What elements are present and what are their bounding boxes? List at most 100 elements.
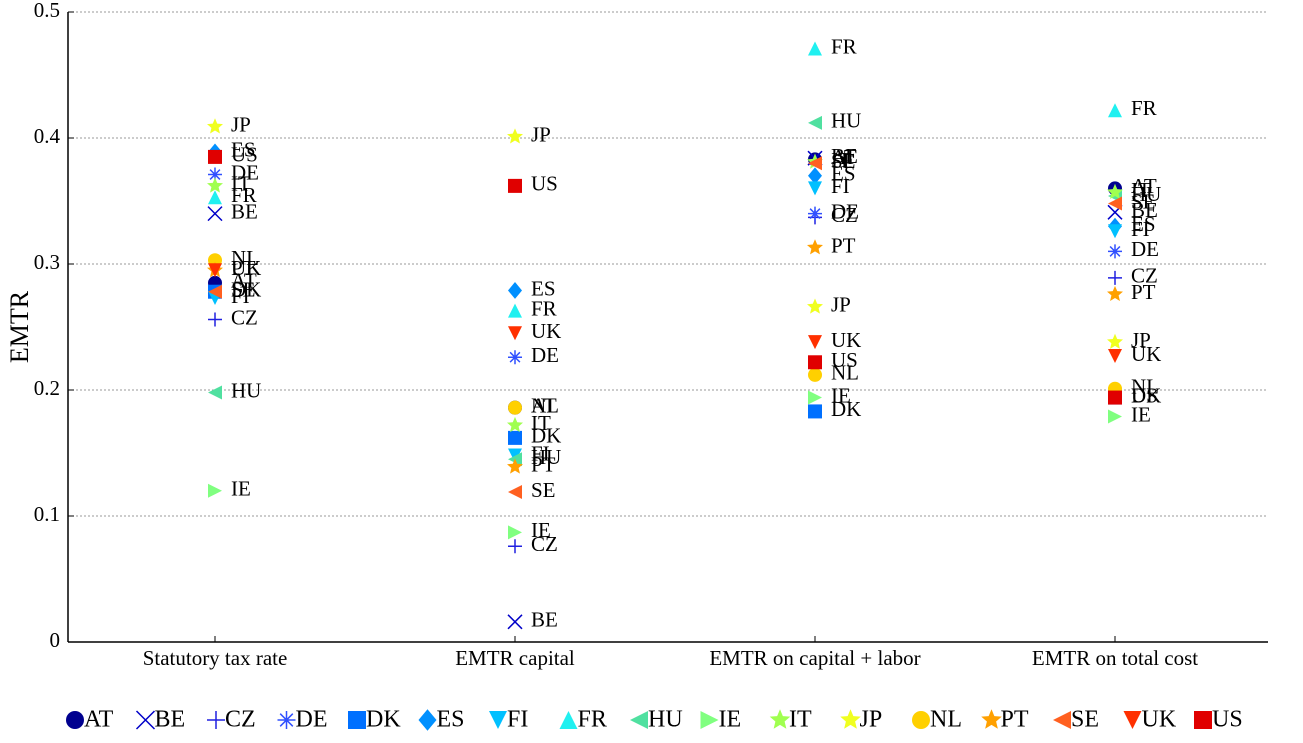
legend-label: NL <box>930 707 962 733</box>
point-label: FR <box>831 34 857 58</box>
point-label: US <box>1131 383 1158 407</box>
point-label: AT <box>531 393 557 417</box>
marker <box>508 326 522 341</box>
marker <box>1108 196 1122 211</box>
point-label: FI <box>531 441 550 465</box>
point-label: ES <box>1131 212 1156 236</box>
marker <box>277 711 296 729</box>
marker <box>348 711 366 729</box>
marker <box>1107 333 1123 349</box>
marker <box>1053 711 1071 729</box>
point-label: HU <box>1131 182 1161 206</box>
marker <box>208 385 222 400</box>
point-label: HU <box>531 445 561 469</box>
point-label: SE <box>231 278 256 302</box>
point-label: CZ <box>531 532 558 556</box>
marker <box>507 128 523 144</box>
marker <box>208 190 222 205</box>
point-label: BE <box>1131 198 1158 222</box>
point-label: IE <box>231 477 251 501</box>
point-label: UK <box>231 256 261 280</box>
marker <box>508 350 522 365</box>
point-label: SE <box>1131 189 1156 213</box>
marker <box>1108 348 1122 363</box>
marker <box>808 367 822 382</box>
marker <box>207 711 225 729</box>
marker <box>808 404 822 419</box>
marker <box>981 709 1002 729</box>
marker <box>507 416 523 433</box>
marker <box>208 263 222 278</box>
marker <box>1107 183 1123 199</box>
marker <box>508 485 522 500</box>
point-label: HU <box>831 109 861 133</box>
legend-label: AT <box>84 707 114 733</box>
marker <box>630 711 648 729</box>
y-tick-label: 0 <box>50 628 61 652</box>
point-label: CZ <box>831 203 858 227</box>
marker <box>508 178 522 193</box>
y-tick-label: 0.2 <box>34 376 60 400</box>
x-tick-label: Statutory tax rate <box>143 646 288 670</box>
point-label: US <box>831 348 858 372</box>
marker <box>1107 285 1123 302</box>
point-label: FI <box>1131 217 1150 241</box>
marker <box>1108 390 1122 405</box>
legend-label: FI <box>507 707 528 733</box>
marker <box>559 711 578 729</box>
point-label: BE <box>831 144 858 168</box>
y-tick-label: 0.5 <box>34 0 60 22</box>
marker <box>840 709 861 729</box>
marker <box>135 710 156 730</box>
legend-label: UK <box>1142 707 1177 733</box>
x-tick-label: EMTR capital <box>455 646 575 670</box>
marker <box>508 400 522 415</box>
point-label: JP <box>531 123 551 147</box>
point-label: NL <box>531 393 559 417</box>
marker <box>1123 711 1142 729</box>
point-label: NL <box>831 361 859 385</box>
point-label: IT <box>231 172 251 196</box>
point-label: SE <box>831 149 856 173</box>
point-label: AT <box>231 269 257 293</box>
point-label: NL <box>1131 375 1159 399</box>
point-label: US <box>231 143 258 167</box>
point-label: DK <box>1131 383 1161 407</box>
marker <box>207 206 223 222</box>
marker <box>807 239 823 255</box>
point-label: JP <box>231 112 251 136</box>
point-label: IT <box>1131 178 1151 202</box>
marker <box>808 167 822 185</box>
point-label: ES <box>831 162 856 186</box>
marker <box>66 711 84 729</box>
marker <box>1108 409 1122 424</box>
legend-label: IE <box>719 707 742 733</box>
legend-label: CZ <box>225 707 256 733</box>
point-label: PT <box>231 256 256 280</box>
point-label: DE <box>831 199 859 223</box>
marker <box>1108 270 1122 285</box>
y-axis-title: EMTR <box>5 290 34 363</box>
point-label: FR <box>531 296 557 320</box>
marker <box>508 525 522 540</box>
point-label: FR <box>231 183 257 207</box>
marker <box>208 483 222 498</box>
marker <box>207 177 223 193</box>
point-label: AT <box>1131 174 1157 198</box>
marker <box>507 614 523 630</box>
point-label: UK <box>1131 342 1161 366</box>
point-label: BE <box>531 608 558 632</box>
point-label: JP <box>1131 328 1151 352</box>
legend-label: SE <box>1071 707 1099 733</box>
point-label: DE <box>231 160 259 184</box>
point-label: DE <box>1131 237 1159 261</box>
point-label: BE <box>231 199 258 223</box>
legend-label: HU <box>648 707 683 733</box>
point-label: JP <box>831 293 851 317</box>
marker <box>508 430 522 445</box>
x-tick-label: EMTR on total cost <box>1032 646 1198 670</box>
marker <box>912 711 930 729</box>
point-label: IT <box>531 411 551 435</box>
